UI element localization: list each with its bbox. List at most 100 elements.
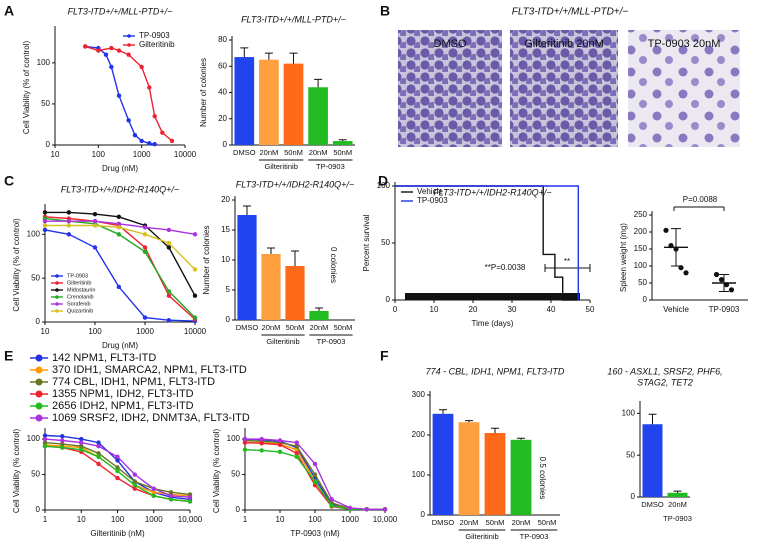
error-bar (673, 490, 682, 493)
marker (126, 52, 131, 57)
legend-label: 142 NPM1, FLT3-ITD (52, 352, 156, 364)
x-axis-label: TP-0903 (nM) (290, 529, 340, 538)
marker (147, 141, 152, 146)
panel-b: B FLT3-ITD+/+/MLL-PTD+/− DMSO Gilteritin… (380, 3, 740, 147)
x-tick-label: 10,000 (373, 515, 398, 524)
micrograph (510, 30, 618, 147)
marker (66, 210, 72, 215)
x-tick-label: 20nM (310, 323, 329, 332)
marker (60, 438, 65, 443)
y-tick-label: 60 (218, 61, 227, 70)
chart-title: FLT3-ITD+/+/IDH2-R140Q+/− (433, 187, 551, 197)
legend-marker (35, 354, 43, 362)
legend-label: Midostaurin (67, 287, 95, 293)
y-tick-label: 0 (631, 492, 636, 501)
marker (92, 223, 98, 228)
y-axis-label: Percent survival (362, 214, 371, 271)
y-axis-label: Number of colonies (202, 226, 211, 295)
marker (151, 490, 156, 495)
y-axis-label: Cell Viability (% of control) (12, 218, 21, 312)
error-bar (517, 437, 525, 440)
legend-label: 1069 SRSF2, IDH2, DNMT3A, FLT3-ITD (52, 412, 250, 424)
y-tick-label: 300 (412, 390, 426, 399)
x-tick-label: 50nM (284, 148, 303, 157)
annotation: 0.5 colonies (538, 457, 547, 500)
x-tick-label: 1000 (136, 327, 154, 336)
marker (116, 284, 122, 290)
legend-label: Gilteritinib (67, 280, 91, 286)
bar (259, 59, 279, 145)
x-axis-label: Drug (nM) (102, 341, 138, 350)
marker (42, 218, 48, 224)
bar (234, 57, 255, 145)
point (713, 271, 720, 278)
error-bar (240, 47, 249, 58)
marker (42, 440, 48, 445)
marker (132, 479, 137, 484)
annotation: **P=0.0038 (485, 263, 526, 272)
legend-label: 2656 IDH2, NPM1, FLT3-ITD (52, 400, 194, 412)
y-tick-label: 0 (223, 140, 228, 149)
x-tick-label: 10 (51, 150, 60, 159)
marker (116, 225, 122, 230)
marker (166, 289, 172, 294)
bar (308, 87, 328, 145)
x-tick-label: 50nM (538, 518, 557, 527)
marker (66, 218, 72, 224)
chart-title: FLT3-ITD+/+/IDH2-R140Q+/− (236, 179, 354, 189)
annotation: P=0.0088 (683, 195, 718, 204)
point (723, 282, 730, 288)
y-tick-label: 100 (37, 58, 51, 67)
bar (510, 439, 532, 515)
x-tick-label: 50 (586, 305, 595, 314)
y-tick-label: 40 (218, 88, 227, 97)
series-line (85, 45, 173, 142)
y-tick-label: 200 (634, 227, 648, 236)
error-bar (267, 247, 275, 254)
marker (92, 211, 98, 217)
x-tick-label: DMSO (641, 500, 664, 509)
marker (115, 465, 120, 470)
x-tick-label: DMSO (233, 148, 256, 157)
chart-title: 160 - ASXL1, SRSF2, PHF6, (607, 366, 722, 376)
marker (294, 443, 299, 449)
y-tick-label: 100 (227, 434, 241, 443)
marker (168, 490, 174, 495)
panel-letter: E (4, 348, 13, 364)
marker (83, 44, 88, 49)
marker (96, 454, 101, 460)
y-tick-label: 10 (221, 255, 230, 264)
group-label: Gilteritinib (266, 337, 299, 346)
y-tick-label: 80 (218, 35, 227, 44)
marker (116, 221, 122, 226)
y-tick-label: 50 (626, 450, 635, 459)
y-tick-label: 100 (622, 408, 636, 417)
marker (42, 433, 48, 438)
marker (92, 218, 98, 224)
chart-title: 774 - CBL, IDH1, NPM1, FLT3-ITD (426, 366, 565, 376)
error-bar (315, 307, 323, 311)
x-tick-label: 20nM (309, 148, 328, 157)
bar (667, 492, 688, 497)
marker (92, 245, 98, 250)
legend-label: TP-0903 (139, 31, 170, 40)
censor-marks (405, 293, 580, 300)
x-tick-label: 50nM (333, 148, 352, 157)
marker (66, 232, 72, 237)
x-tick-label: 20nM (460, 518, 479, 527)
point (683, 270, 689, 276)
legend-label: TP-0903 (67, 273, 88, 279)
error-bar (491, 427, 499, 433)
significance-bracket (673, 206, 725, 211)
marker (192, 267, 198, 272)
y-tick-label: 100 (27, 229, 41, 238)
y-tick-label: 100 (412, 470, 426, 479)
x-axis-label: Time (days) (472, 319, 514, 328)
marker (115, 475, 120, 481)
marker (116, 232, 122, 237)
marker (259, 441, 264, 446)
marker (42, 443, 48, 449)
error-bar (465, 420, 473, 423)
legend-label: Crenolanib (67, 294, 94, 300)
